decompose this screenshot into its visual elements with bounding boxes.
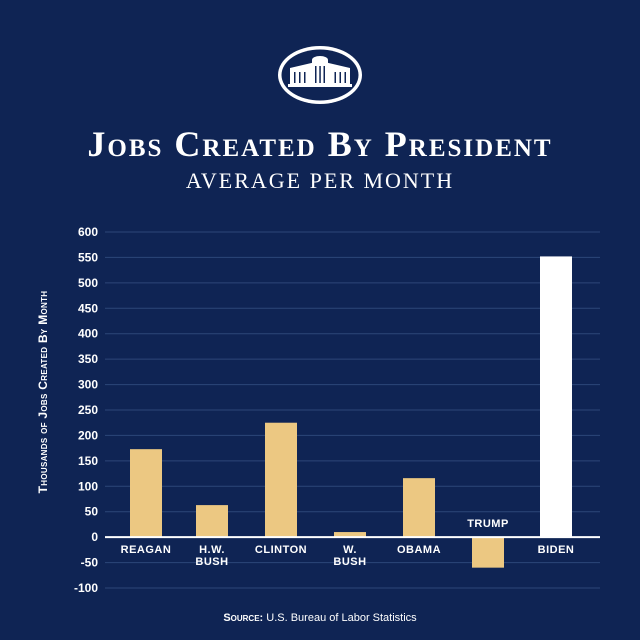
x-tick-label: BUSH [195,556,228,568]
x-tick-label: W. [343,544,357,556]
x-tick-label: CLINTON [255,544,307,556]
x-tick-label: BIDEN [538,544,575,556]
bar-biden [540,256,572,538]
y-tick-label: -50 [81,556,99,570]
x-tick-label: TRUMP [467,518,509,530]
y-tick-label: 350 [78,352,98,366]
y-tick-label: 400 [78,327,98,341]
x-tick-label: H.W. [199,544,225,556]
chart-subtitle: AVERAGE PER MONTH [185,168,455,193]
y-tick-label: 0 [91,530,98,544]
y-tick-label: 500 [78,276,98,290]
y-tick-label: 250 [78,403,98,417]
y-axis-label: Thousands of Jobs Created By Month [36,291,50,494]
x-tick-label: OBAMA [397,544,441,556]
white-house-icon [278,46,362,104]
y-tick-label: 150 [78,454,98,468]
bar-h-w-bush [196,505,228,538]
source-text: U.S. Bureau of Labor Statistics [266,612,417,624]
y-tick-label: 200 [78,428,98,442]
y-tick-label: 550 [78,250,98,264]
source-label: Source: [223,612,264,624]
y-tick-label: 600 [78,225,98,239]
bar-trump [472,537,504,568]
y-tick-label: 300 [78,378,98,392]
y-tick-label: 50 [85,505,99,519]
y-tick-label: -100 [74,581,98,595]
chart-title: Jobs Created By President [87,124,553,164]
x-tick-label: REAGAN [121,544,172,556]
y-tick-label: 100 [78,479,98,493]
bar-clinton [265,422,297,538]
y-tick-label: 450 [78,301,98,315]
bar-obama [403,478,435,538]
bar-reagan [130,449,162,538]
bar-w-bush [334,532,366,538]
source-note: Source: U.S. Bureau of Labor Statistics [0,611,640,625]
x-tick-label: BUSH [333,556,366,568]
